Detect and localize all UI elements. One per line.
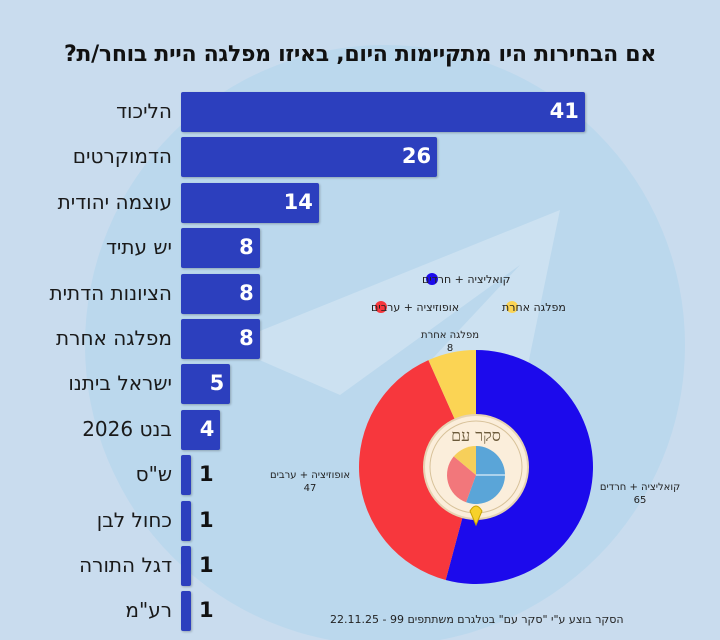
logo-text: סקר עם	[451, 426, 501, 445]
category-label: יש עתיד	[105, 235, 172, 260]
slice-value: 65	[634, 495, 647, 506]
logo-mini-slice	[446, 456, 476, 503]
category-label: הציונות הדתית	[49, 280, 172, 305]
category-label: בנט 2026	[82, 416, 172, 441]
legend-swatch	[375, 301, 387, 313]
legend-label: מפלגה אחרת	[502, 301, 566, 314]
category-label: ש"ס	[135, 462, 172, 487]
bar	[181, 182, 319, 223]
footer-note: הסקר בוצע ע"י "סקר עם" בטלגרם משתתפים 99…	[330, 613, 624, 626]
bar	[181, 273, 260, 314]
slice-value: 8	[447, 343, 453, 354]
category-label: דגל התורה	[79, 553, 172, 577]
slice-label: קואליציה + חרדים	[600, 482, 680, 493]
pie-slice	[359, 360, 476, 581]
bar-value-label: 4	[199, 416, 215, 441]
category-label: כחול לבן	[96, 507, 172, 532]
bar	[181, 455, 191, 496]
bar-value-label: 8	[239, 326, 254, 350]
bar	[181, 137, 438, 178]
bar-value-label: 8	[239, 280, 254, 305]
legend-label: קואליציה + חרדים	[422, 273, 510, 286]
legend-label: אופוזיציה + ערבים	[371, 301, 459, 314]
slice-label: מפלגה אחרת	[421, 330, 479, 341]
bar	[181, 546, 191, 586]
bar	[181, 500, 191, 541]
logo-mini-slice	[453, 446, 476, 475]
bar-value-label: 26	[401, 144, 432, 169]
bar	[181, 364, 231, 405]
bar	[181, 228, 260, 269]
category-label: ישראל ביתנו	[68, 371, 172, 396]
legend-swatch	[426, 273, 438, 285]
slice-value: 47	[304, 483, 317, 494]
category-label: הליכוד	[116, 99, 172, 123]
category-label: רע"מ	[125, 598, 172, 623]
bar	[181, 591, 191, 632]
bar-value-label: 5	[209, 371, 225, 396]
bar-value-label: 14	[283, 189, 313, 214]
bar	[181, 92, 585, 132]
category-label: הדמוקרטים	[72, 144, 172, 169]
category-label: מפלגה אחרת	[56, 326, 172, 350]
bar-value-label: 1	[199, 507, 214, 532]
slice-label: אופוזיציה + ערבים	[270, 470, 350, 481]
bar	[181, 409, 221, 450]
legend-swatch	[506, 301, 518, 313]
bar-value-label: 41	[549, 99, 579, 123]
bar-value-label: 1	[199, 553, 214, 577]
category-label: עוצמה יהודית	[57, 189, 172, 214]
bar-value-label: 8	[239, 235, 254, 260]
yellow-ribbon-icon	[469, 505, 483, 527]
bar	[181, 319, 260, 359]
chart-title: אם הבחירות היו מתקיימות היום, באיזו מפלג…	[63, 42, 657, 67]
bar-value-label: 1	[199, 462, 214, 487]
bar-value-label: 1	[199, 598, 214, 623]
